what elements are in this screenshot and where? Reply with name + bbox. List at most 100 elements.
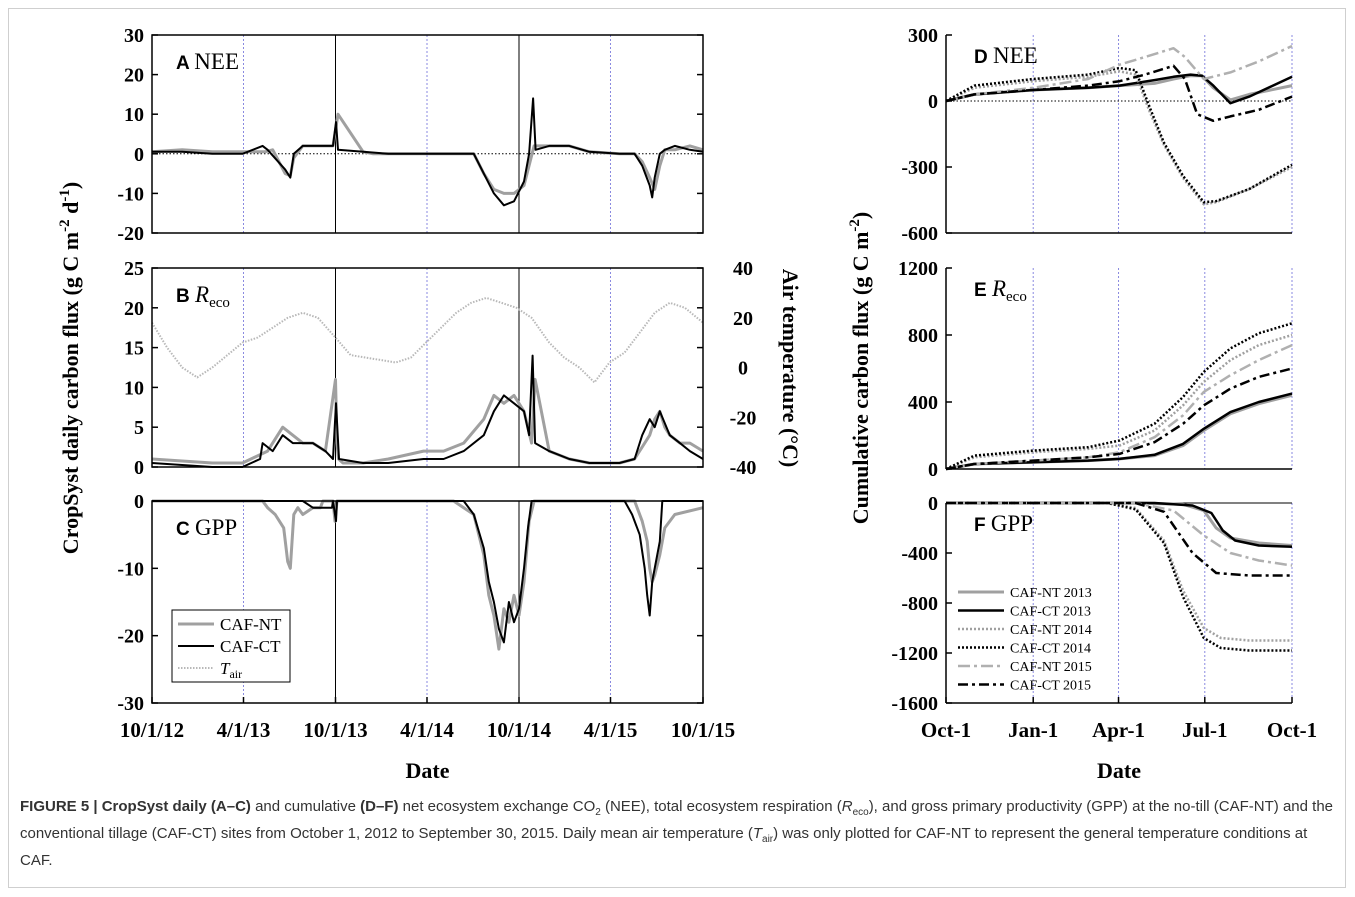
panel-f-series-caf-ct-2013: [946, 501, 1293, 549]
panel-f-legend-label-3: CAF-CT 2014: [1010, 642, 1091, 657]
caption-text-5: ) was only plotted for CAF-NT to represe…: [20, 825, 1308, 869]
caption-df: (D–F): [360, 798, 399, 815]
left-xtick-label-6: 10/1/15: [671, 718, 735, 742]
panel-e-series-caf-nt-2015: [945, 343, 1293, 471]
panel-d-series-caf-nt-2014: [945, 70, 1293, 206]
panel-b-y2tick-label-0: 40: [733, 258, 753, 280]
left-x-axis-label: Date: [406, 758, 450, 783]
left-xtick-label-5: 4/1/15: [584, 718, 638, 742]
panel-e-ytick-label-2: 400: [908, 392, 938, 414]
right-xtick-label-2: Apr-1: [1092, 718, 1145, 742]
panel-b-y2tick-label-2: 0: [738, 358, 748, 380]
caption-r: R: [841, 798, 853, 815]
panel-c-ytick-label-2: -20: [117, 626, 144, 648]
panel-e-ytick-label-0: 1200: [898, 258, 938, 280]
caption-r-sub: eco: [852, 807, 869, 818]
left-xtick-label-1: 4/1/13: [217, 718, 271, 742]
panel-b-ytick-label-0: 25: [124, 258, 144, 280]
left-xtick-label-2: 10/1/13: [303, 718, 367, 742]
right-y-axis-label: Cumulative carbon flux (g C m-2): [847, 212, 873, 525]
panel-f-title-letter: F: [974, 515, 991, 536]
caption-text-2: net ecosystem exchange CO: [398, 798, 596, 815]
left-y-axis-label-left-ylabel-sup2: -1: [57, 189, 73, 202]
panel-e-ytick-label-3: 0: [928, 459, 938, 481]
panel-c-legend-label-1: CAF-CT: [220, 637, 281, 656]
panel-a-plot-frame: [151, 34, 704, 234]
panel-b-title-sub: eco: [209, 295, 230, 311]
panel-f-ytick-label-2: -800: [901, 593, 938, 615]
right-y-axis-label-right-ylabel-end: ): [848, 212, 873, 219]
caption-t: T: [752, 825, 763, 842]
right-xtick-label-0: Oct-1: [921, 718, 971, 742]
panel-b-title-letter: B: [176, 286, 195, 307]
left-y-axis-label: CropSyst daily carbon flux (g C m-2 d-1): [57, 182, 83, 554]
panel-f-ytick-label-1: -400: [901, 543, 938, 565]
panel-b-y2tick-label-4: -40: [730, 457, 757, 479]
panel-f-legend-label-2: CAF-NT 2014: [1010, 623, 1092, 638]
caption-text-1: and cumulative: [250, 798, 361, 815]
panel-c-ytick-label-1: -10: [117, 558, 144, 580]
panel-d-series-caf-ct-2014: [945, 66, 1293, 204]
panel-c-title: C GPP: [176, 515, 237, 540]
right-y-axis-label-right-ylabel: Cumulative carbon flux (g C m: [848, 232, 873, 525]
panel-f-series-caf-ct-2014: [946, 501, 1292, 652]
panel-a-ytick-label-1: 20: [124, 65, 144, 87]
panel-f-legend-label-5: CAF-CT 2015: [1010, 679, 1091, 694]
panel-b-plot-frame: [151, 267, 704, 468]
panel-a-title-letter: A: [176, 53, 194, 74]
panel-b-ytick-label-5: 0: [134, 457, 144, 479]
figure-caption: FIGURE 5 | CropSyst daily (A–C) and cumu…: [20, 796, 1335, 871]
panel-f-title: F GPP: [974, 511, 1033, 536]
panel-d-title-letter: D: [974, 47, 993, 68]
panel-b-ytick-label-3: 10: [124, 377, 144, 399]
panel-a-ytick-label-5: -20: [117, 223, 144, 245]
panel-e-series-caf-ct-2014: [945, 322, 1293, 471]
right-xtick-label-3: Jul-1: [1182, 718, 1228, 742]
panel-c-legend-label-0: CAF-NT: [220, 615, 282, 634]
left-xtick-label-4: 10/1/14: [487, 718, 552, 742]
panel-b-title-name: R: [194, 282, 209, 307]
panel-d-series-caf-ct-2015: [945, 64, 1293, 123]
caption-text-4: ), and gross primary productivity (GPP) …: [20, 798, 1333, 842]
panel-d-ytick-label-1: 0: [928, 91, 938, 113]
panel-c-legend-label-sub-2: air: [229, 667, 242, 681]
caption-t-sub: air: [762, 834, 774, 845]
panel-a-title: A NEE: [176, 49, 239, 74]
panel-e-title-name: R: [991, 276, 1006, 301]
panel-b-series-caf-nt: [151, 377, 704, 465]
left-y-axis-label-left-ylabel-mid: d: [58, 202, 83, 220]
right-y-axis-label-right-ylabel-sup: -2: [847, 219, 863, 232]
panel-b-ytick-label-2: 15: [124, 338, 144, 360]
panel-d-ytick-label-0: 300: [908, 25, 938, 47]
panel-e-series-caf-nt-2014: [945, 333, 1293, 471]
panel-c-title-letter: C: [176, 519, 195, 540]
panel-e-title-sub: eco: [1006, 289, 1027, 305]
right-x-axis-label: Date: [1097, 758, 1141, 783]
panel-f-legend-label-0: CAF-NT 2013: [1010, 586, 1092, 601]
left-y-axis-label-left-ylabel-end: ): [58, 182, 83, 189]
panel-d-title: D NEE: [974, 43, 1038, 68]
panel-b-series-caf-ct: [151, 354, 704, 468]
panel-d-ytick-label-3: -600: [901, 223, 938, 245]
panel-a-ytick-label-0: 30: [124, 25, 144, 47]
panel-b-y2-axis-label: Air temperature (°C): [778, 269, 803, 468]
panel-b-title: B Reco: [176, 282, 230, 311]
panel-d-ytick-label-2: -300: [901, 157, 938, 179]
panel-f-series-caf-ct-2015: [946, 501, 1292, 577]
panel-c-title-name: GPP: [195, 515, 237, 540]
panel-a-series-caf-ct: [152, 97, 704, 207]
panel-d-title-name: NEE: [993, 43, 1038, 68]
panel-f-title-name: GPP: [991, 511, 1033, 536]
panel-c-ytick-label-0: 0: [134, 491, 144, 513]
panel-a-ytick-label-3: 0: [134, 144, 144, 166]
panel-f-ytick-label-3: -1200: [891, 643, 938, 665]
caption-co2-sub: 2: [595, 807, 601, 818]
caption-figure-label: FIGURE 5 | CropSyst daily: [20, 798, 211, 815]
panel-f-ytick-label-0: 0: [928, 493, 938, 515]
panel-c-ytick-label-3: -30: [117, 693, 144, 715]
caption-text-3: (NEE), total ecosystem respiration (: [600, 798, 842, 815]
panel-e-series-caf-ct-2015: [945, 367, 1293, 471]
panel-b-y2tick-label-1: 20: [733, 308, 753, 330]
left-y-axis-label-left-ylabel: CropSyst daily carbon flux (g C m: [58, 232, 83, 554]
